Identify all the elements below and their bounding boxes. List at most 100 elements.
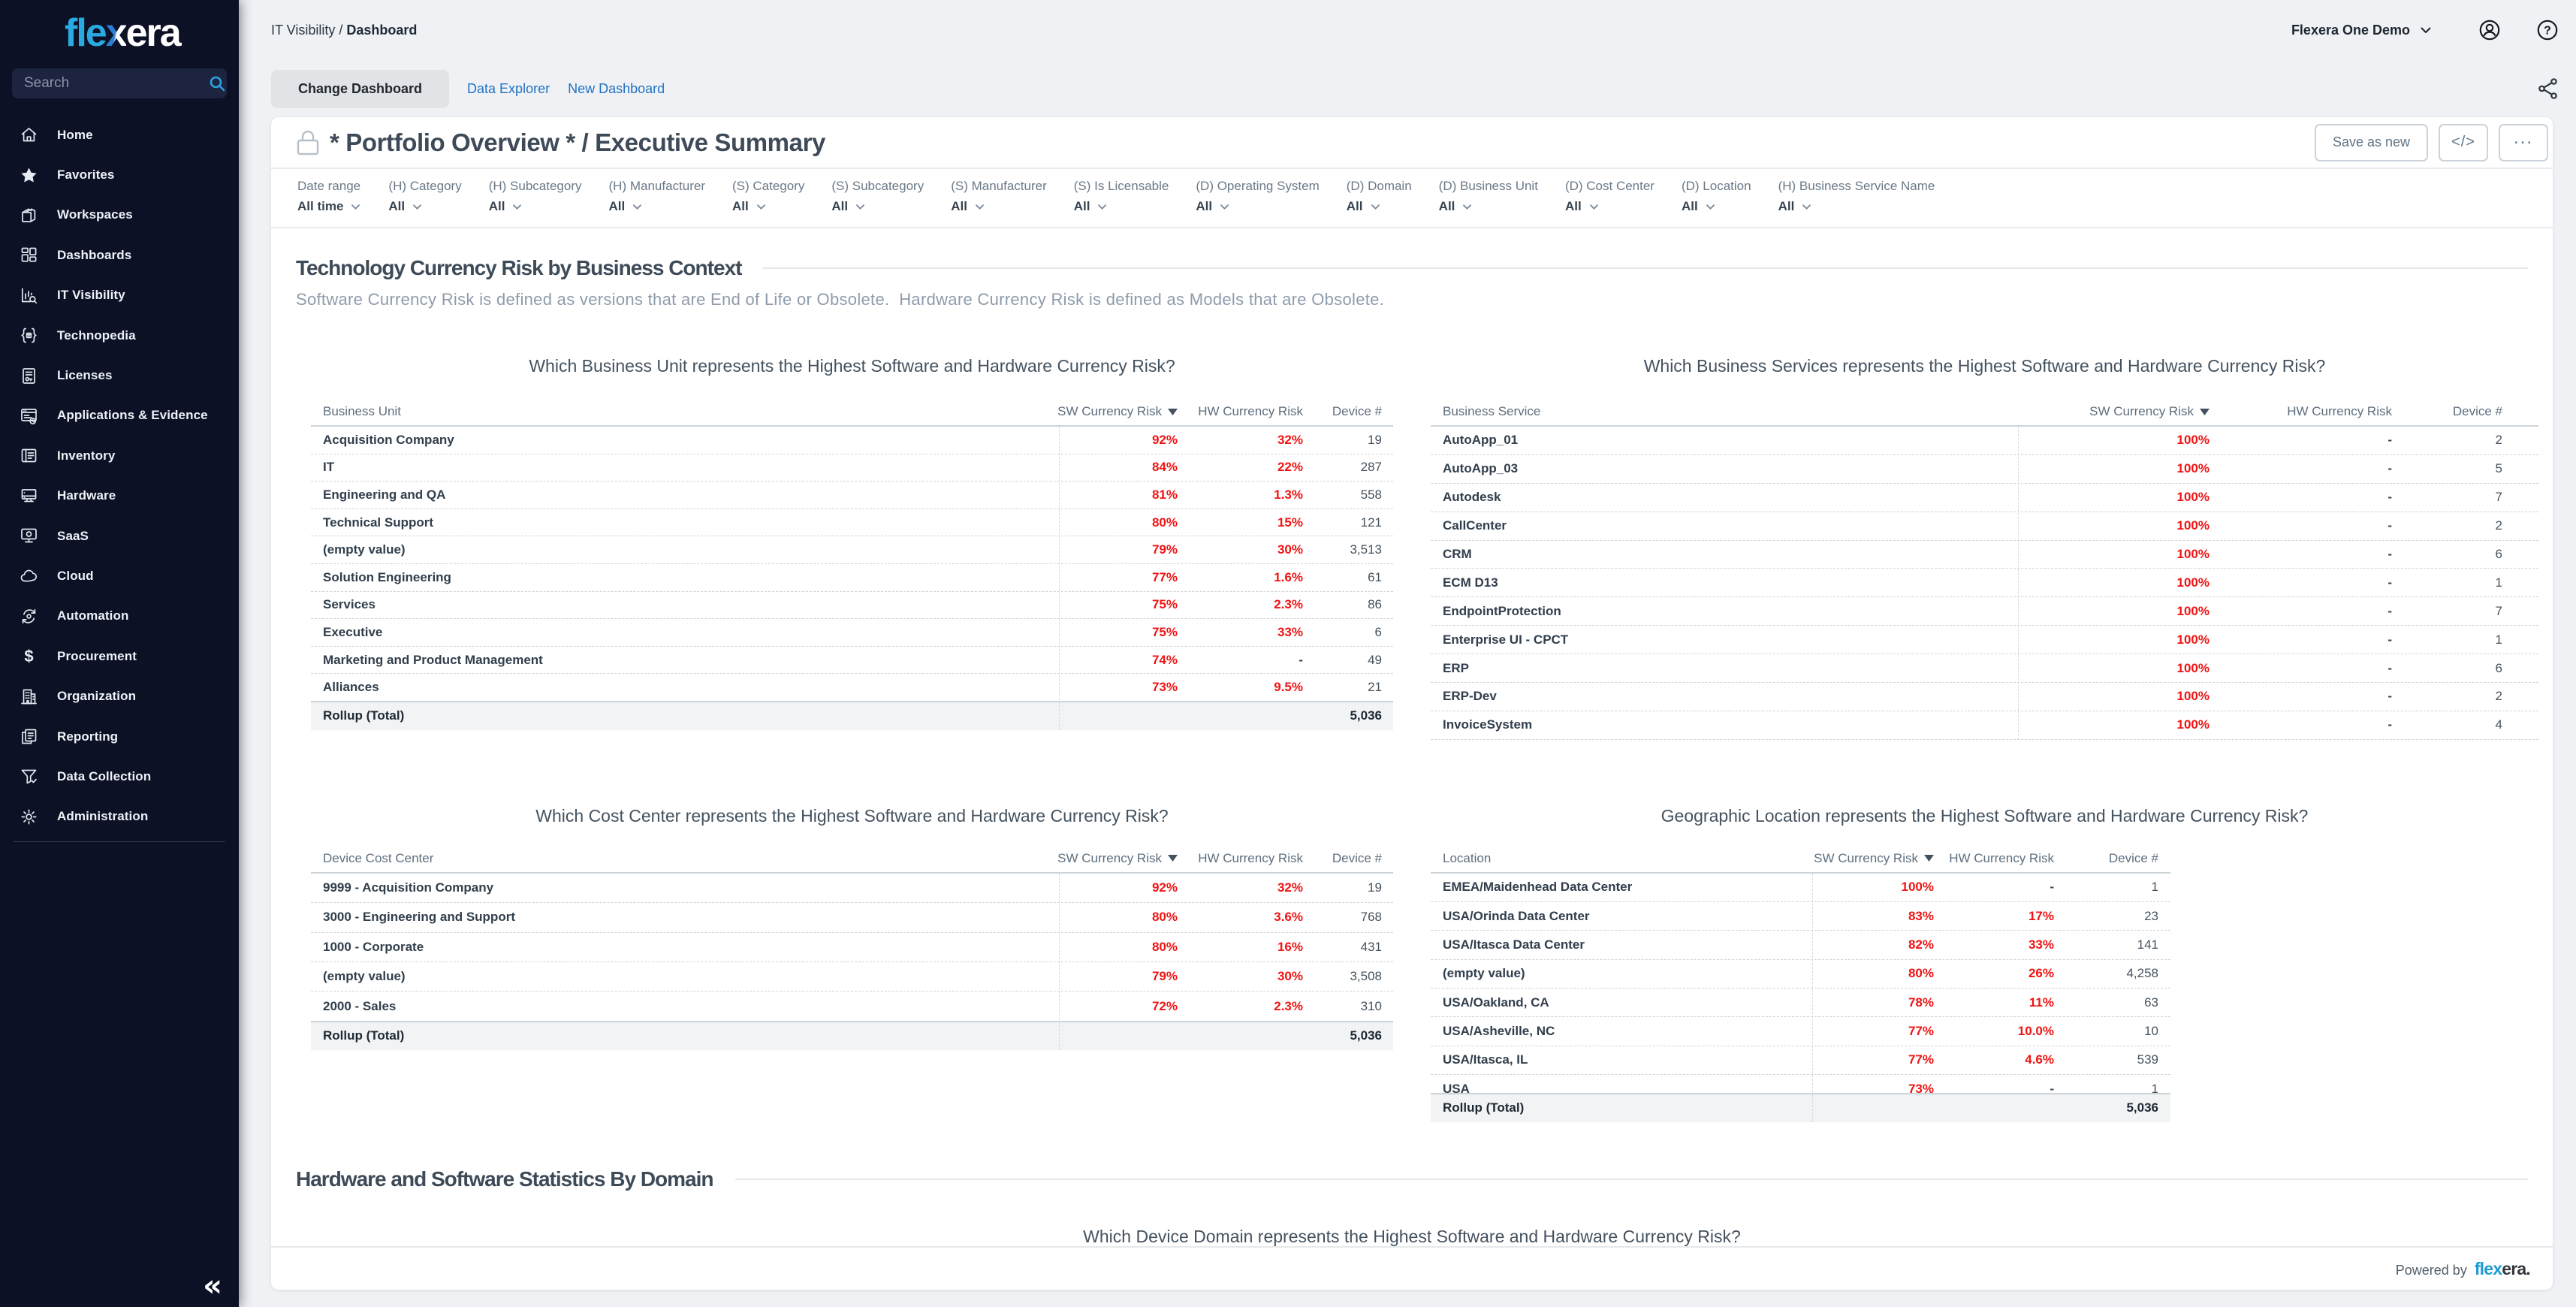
- sidebar-item-dashboards[interactable]: Dashboards: [0, 235, 239, 275]
- account-icon[interactable]: [2479, 20, 2500, 41]
- sidebar-item-organization[interactable]: Organization: [0, 676, 239, 716]
- table-row[interactable]: ERP 100% - 6: [1431, 654, 2538, 684]
- sidebar-item-reporting[interactable]: Reporting: [0, 717, 239, 756]
- table-row[interactable]: (empty value) 79% 30% 3,508: [311, 962, 1393, 992]
- search-input[interactable]: [24, 75, 208, 92]
- column-header-device-count[interactable]: Device #: [1332, 404, 1382, 418]
- table-row[interactable]: USA/Orinda Data Center 83% 17% 23: [1431, 902, 2170, 931]
- column-header-sw-risk[interactable]: SW Currency Risk: [1057, 851, 1188, 866]
- sidebar-item-workspaces[interactable]: Workspaces: [0, 195, 239, 235]
- change-dashboard-button[interactable]: Change Dashboard: [271, 69, 450, 108]
- sidebar-item-technopedia[interactable]: Technopedia: [0, 315, 239, 355]
- filter-value-dropdown[interactable]: All: [1074, 199, 1169, 214]
- sidebar-item-data-collection[interactable]: Data Collection: [0, 756, 239, 796]
- filter-value-dropdown[interactable]: All: [831, 199, 924, 214]
- filter-value-dropdown[interactable]: All: [732, 199, 804, 214]
- table-row[interactable]: IT 84% 22% 287: [311, 454, 1393, 482]
- main-area: IT Visibility / Dashboard Flexera One De…: [239, 0, 2576, 1307]
- table-row[interactable]: (empty value) 79% 30% 3,513: [311, 536, 1393, 564]
- sidebar-collapse-button[interactable]: «: [203, 1269, 222, 1303]
- sidebar-item-inventory[interactable]: Inventory: [0, 436, 239, 475]
- sidebar-item-applications-evidence[interactable]: Applications & Evidence: [0, 396, 239, 436]
- data-explorer-link[interactable]: Data Explorer: [467, 80, 550, 96]
- table-row[interactable]: 2000 - Sales 72% 2.3% 310: [311, 992, 1393, 1022]
- filter-value-dropdown[interactable]: All: [1682, 199, 1751, 214]
- table-row[interactable]: 9999 - Acquisition Company 92% 32% 19: [311, 874, 1393, 904]
- share-icon[interactable]: [2537, 77, 2559, 100]
- table-row[interactable]: AutoApp_01 100% - 2: [1431, 427, 2538, 455]
- column-header-hw-risk[interactable]: HW Currency Risk: [1198, 850, 1303, 865]
- sidebar-item-hardware[interactable]: Hardware: [0, 476, 239, 516]
- filter-value-dropdown[interactable]: All: [951, 199, 1047, 214]
- table-row[interactable]: InvoiceSystem 100% - 4: [1431, 711, 2538, 740]
- org-switcher[interactable]: Flexera One Demo: [2291, 23, 2433, 38]
- help-icon[interactable]: ?: [2537, 20, 2558, 41]
- sidebar-item-saas[interactable]: SaaS: [0, 516, 239, 556]
- column-header-key[interactable]: Device Cost Center: [323, 850, 434, 865]
- column-header-sw-risk[interactable]: SW Currency Risk: [2018, 404, 2220, 419]
- search-icon[interactable]: [208, 74, 226, 92]
- sidebar-item-it-visibility[interactable]: IT Visibility: [0, 276, 239, 315]
- sidebar-item-licenses[interactable]: Licenses: [0, 355, 239, 395]
- table-row[interactable]: Executive 75% 33% 6: [311, 619, 1393, 647]
- column-header-key[interactable]: Location: [1443, 850, 1492, 865]
- sidebar-item-administration[interactable]: Administration: [0, 797, 239, 837]
- sidebar-item-automation[interactable]: Automation: [0, 596, 239, 636]
- sidebar-item-procurement[interactable]: $ Procurement: [0, 636, 239, 676]
- table-row[interactable]: Marketing and Product Management 74% - 49: [311, 647, 1393, 675]
- table-row[interactable]: Acquisition Company 92% 32% 19: [311, 427, 1393, 454]
- column-header-hw-risk[interactable]: HW Currency Risk: [1949, 850, 2054, 865]
- table-row[interactable]: Solution Engineering 77% 1.6% 61: [311, 564, 1393, 592]
- embed-code-button[interactable]: </>: [2439, 123, 2488, 161]
- column-header-hw-risk[interactable]: HW Currency Risk: [2287, 404, 2392, 418]
- table-row[interactable]: EndpointProtection 100% - 7: [1431, 597, 2538, 626]
- column-header-device-count[interactable]: Device #: [2452, 404, 2502, 418]
- column-header-key[interactable]: Business Service: [1443, 404, 1541, 418]
- table-row[interactable]: USA/Itasca, IL 77% 4.6% 539: [1431, 1046, 2170, 1075]
- column-header-key[interactable]: Business Unit: [323, 404, 401, 418]
- table-row[interactable]: Alliances 73% 9.5% 21: [311, 674, 1393, 702]
- column-header-device-count[interactable]: Device #: [2108, 850, 2158, 865]
- table-row[interactable]: USA 73% - 1: [1431, 1075, 2170, 1094]
- filter-value-dropdown[interactable]: All: [1778, 199, 1935, 214]
- table-row[interactable]: ERP-Dev 100% - 2: [1431, 683, 2538, 711]
- breadcrumb-section[interactable]: IT Visibility: [271, 22, 336, 38]
- table-row[interactable]: Services 75% 2.3% 86: [311, 592, 1393, 620]
- filter-s-is-licensable: (S) Is Licensable All: [1074, 179, 1169, 227]
- table-row[interactable]: USA/Itasca Data Center 82% 33% 141: [1431, 931, 2170, 960]
- flexera-logo: flexera: [65, 12, 239, 54]
- table-row[interactable]: CallCenter 100% - 2: [1431, 512, 2538, 541]
- column-header-sw-risk[interactable]: SW Currency Risk: [1057, 404, 1188, 419]
- column-header-hw-risk[interactable]: HW Currency Risk: [1198, 404, 1303, 418]
- table-row[interactable]: USA/Asheville, NC 77% 10.0% 10: [1431, 1017, 2170, 1046]
- table-row[interactable]: 1000 - Corporate 80% 16% 431: [311, 933, 1393, 962]
- sidebar-item-cloud[interactable]: Cloud: [0, 556, 239, 596]
- filter-value-dropdown[interactable]: All: [609, 199, 705, 214]
- sidebar-search[interactable]: [12, 68, 227, 98]
- filter-value-dropdown[interactable]: All: [388, 199, 461, 214]
- filter-value-dropdown[interactable]: All: [1439, 199, 1538, 214]
- table-row[interactable]: Engineering and QA 81% 1.3% 558: [311, 481, 1393, 509]
- sidebar-item-favorites[interactable]: Favorites: [0, 155, 239, 195]
- table-row[interactable]: AutoApp_03 100% - 5: [1431, 455, 2538, 484]
- table-row[interactable]: Technical Support 80% 15% 121: [311, 509, 1393, 537]
- column-header-device-count[interactable]: Device #: [1332, 850, 1382, 865]
- filter-value-dropdown[interactable]: All: [489, 199, 582, 214]
- table-row[interactable]: USA/Oakland, CA 78% 11% 63: [1431, 989, 2170, 1018]
- new-dashboard-link[interactable]: New Dashboard: [568, 80, 665, 96]
- save-as-new-button[interactable]: Save as new: [2314, 123, 2428, 161]
- more-options-button[interactable]: ...: [2499, 123, 2548, 161]
- table-row[interactable]: CRM 100% - 6: [1431, 541, 2538, 569]
- sidebar-item-home[interactable]: Home: [0, 115, 239, 155]
- filter-value-dropdown[interactable]: All: [1196, 199, 1319, 214]
- filter-value-dropdown[interactable]: All time: [297, 199, 361, 214]
- filter-value-dropdown[interactable]: All: [1347, 199, 1412, 214]
- column-header-sw-risk[interactable]: SW Currency Risk: [1812, 851, 1944, 866]
- table-row[interactable]: ECM D13 100% - 1: [1431, 569, 2538, 598]
- table-row[interactable]: 3000 - Engineering and Support 80% 3.6% 768: [311, 903, 1393, 933]
- table-row[interactable]: EMEA/Maidenhead Data Center 100% - 1: [1431, 874, 2170, 903]
- table-row[interactable]: Autodesk 100% - 7: [1431, 484, 2538, 512]
- table-row[interactable]: (empty value) 80% 26% 4,258: [1431, 960, 2170, 989]
- filter-value-dropdown[interactable]: All: [1565, 199, 1654, 214]
- table-row[interactable]: Enterprise UI - CPCT 100% - 1: [1431, 626, 2538, 655]
